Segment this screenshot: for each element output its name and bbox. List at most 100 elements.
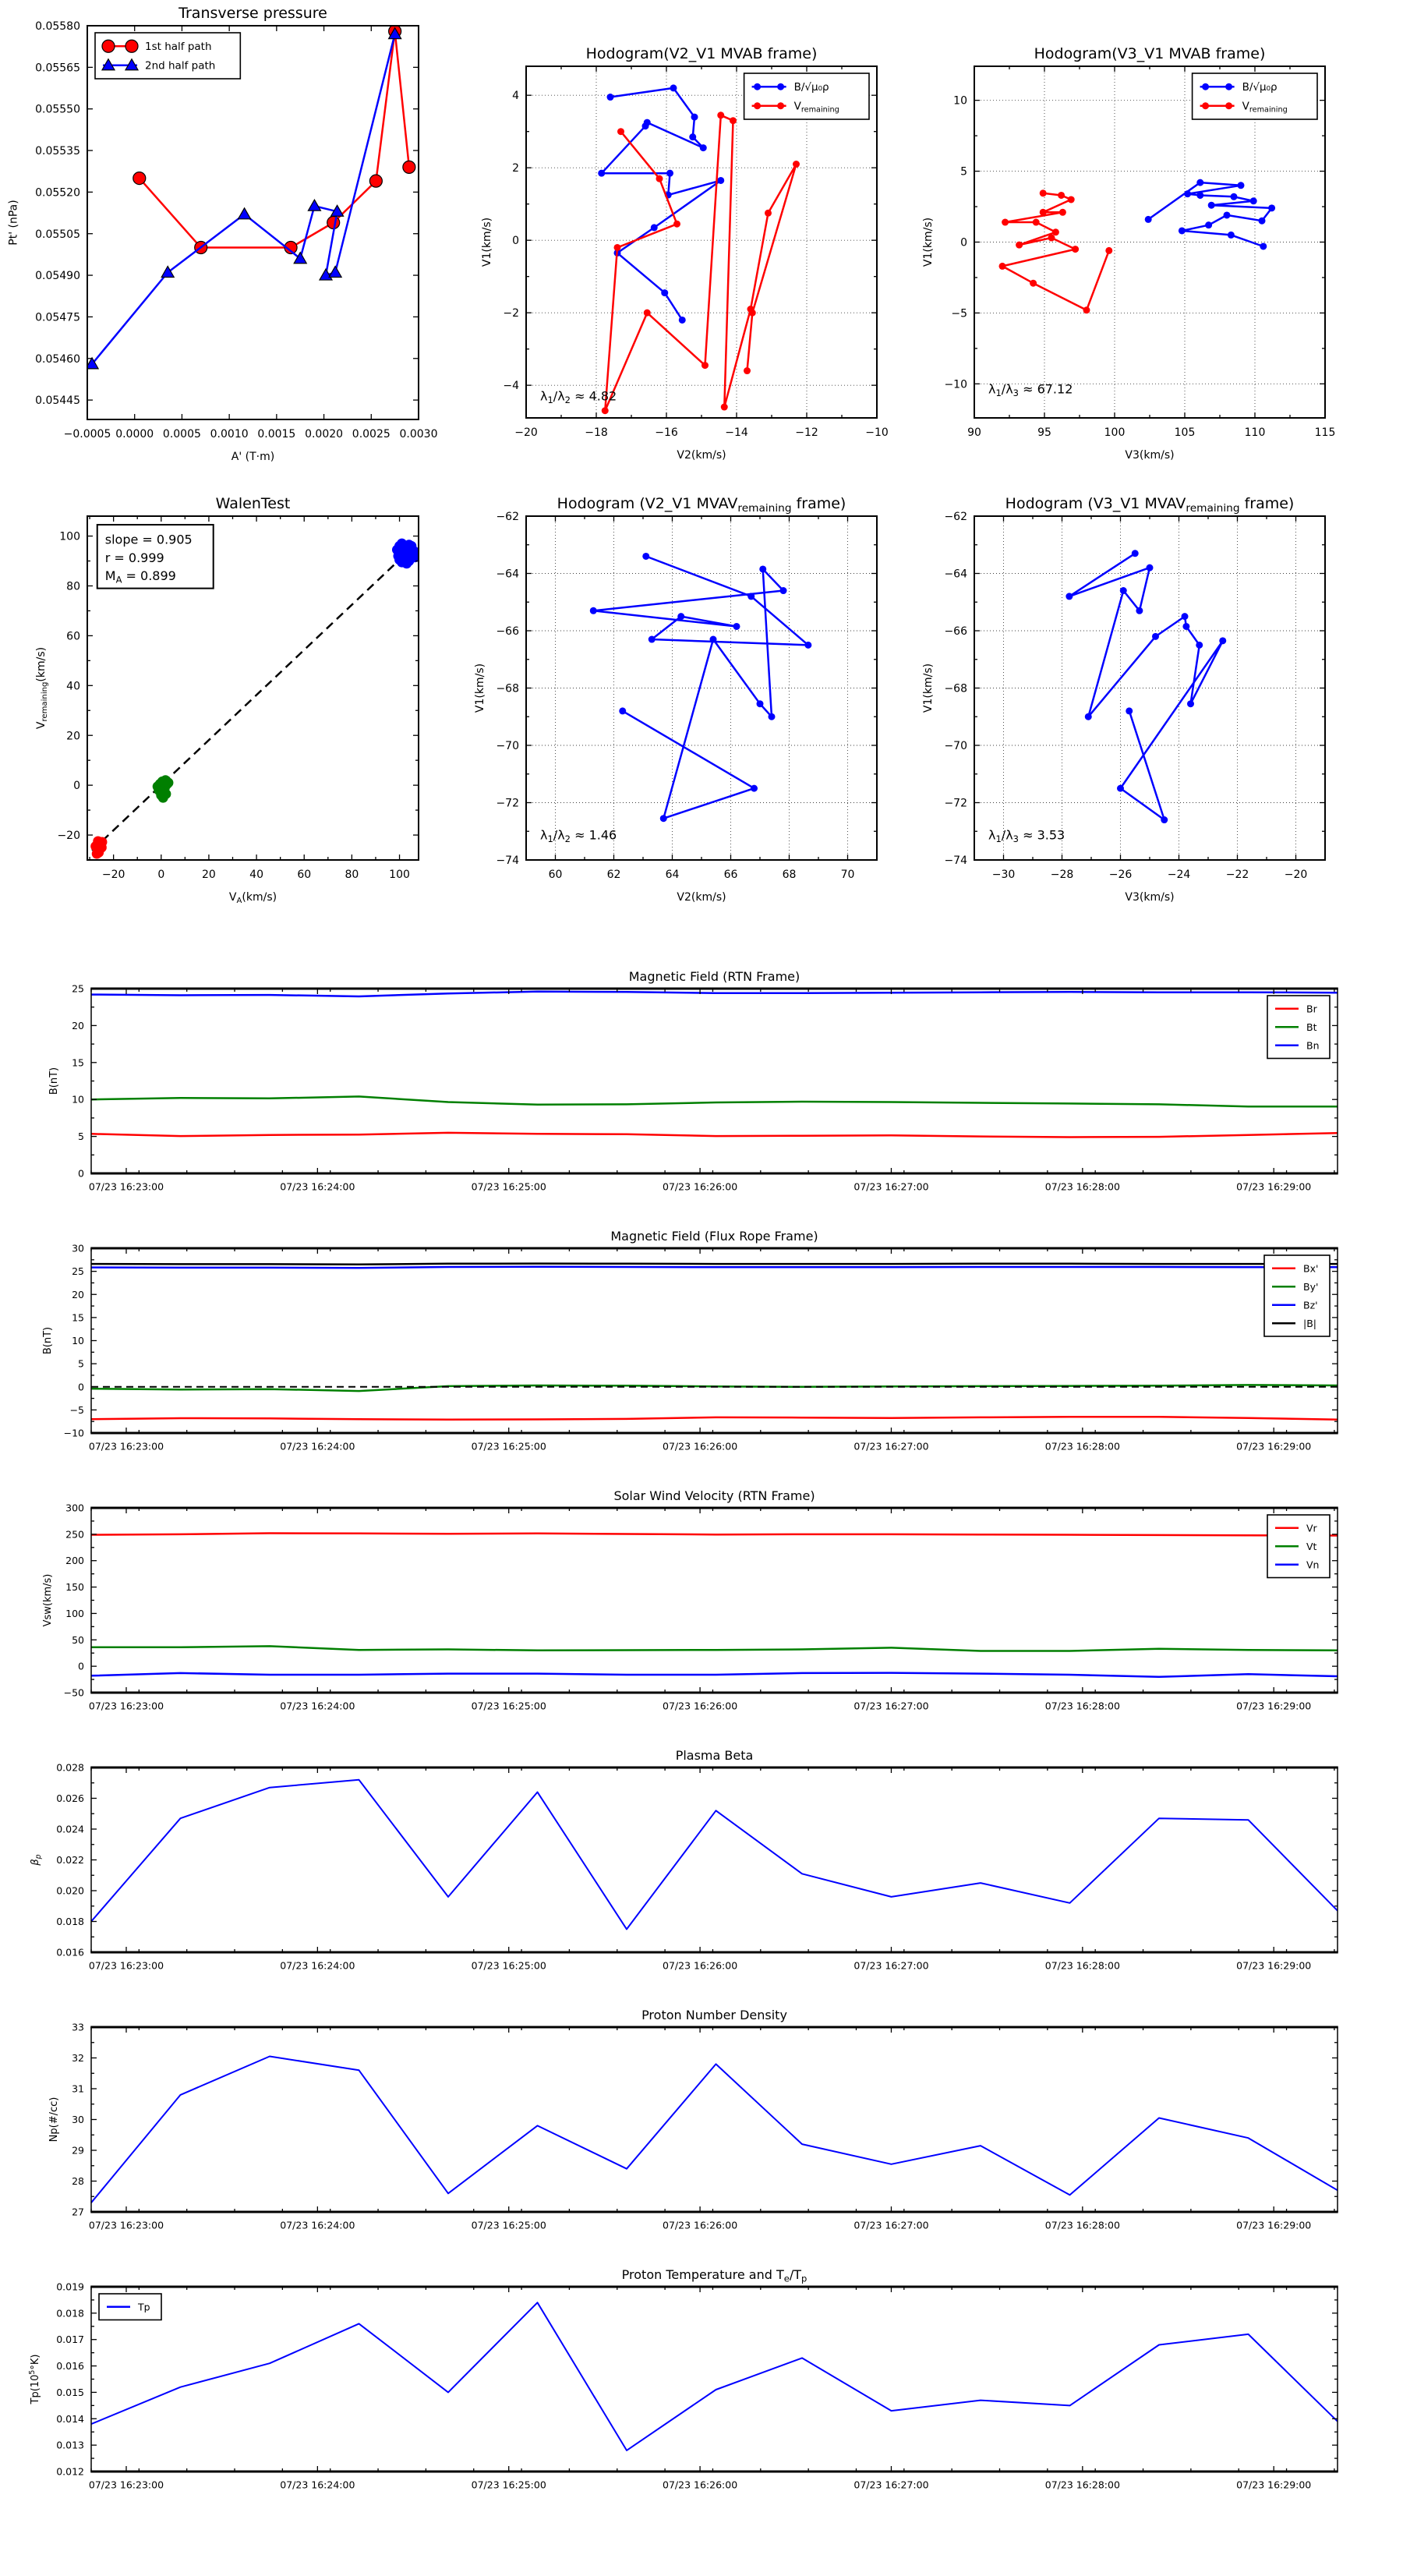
data-point-dot	[717, 111, 725, 119]
panel-proton-temperature: 07/23 16:23:00 07/23 16:24:00 07/23 16:25:…	[28, 2267, 1338, 2491]
x-tick-label: 64	[666, 869, 680, 881]
y-tick-label: −70	[944, 740, 967, 752]
data-point-dot	[1051, 228, 1059, 236]
legend-item-label: B/√μ₀ρ	[1242, 81, 1278, 94]
axes-frame	[90, 1247, 1338, 1435]
x-tick-label: 07/23 16:28:00	[1045, 1960, 1120, 1972]
data-point-dot	[754, 83, 762, 90]
y-tick-label: 31	[72, 2083, 84, 2095]
chart-title: Hodogram (V2_V1 MVAVremaining frame)	[557, 495, 846, 515]
ticks	[90, 988, 1338, 1174]
chart-title: Magnetic Field (Flux Rope Frame)	[610, 1229, 818, 1244]
data-point-dot	[617, 128, 624, 136]
x-tick-label: 60	[549, 869, 563, 881]
y-tick-label: 5	[960, 166, 967, 179]
annotation-box: slope = 0.905 r = 0.999 MA = 0.899	[96, 524, 214, 589]
legend-item-label: Bx'	[1303, 1262, 1318, 1274]
x-tick-label: 07/23 16:25:00	[472, 2220, 546, 2231]
y-tick-label: 28	[72, 2175, 84, 2187]
x-axis-tick-labels: −0.0005 0.0000 0.0005 0.0010 0.0015 0.0020 0.0…	[64, 428, 438, 441]
x-tick-label: 07/23 16:26:00	[663, 1700, 737, 1712]
x-axis-tick-labels: 90 95 100 105 110 115	[967, 426, 1335, 439]
series-line-Vr	[90, 1532, 1338, 1537]
data-point-dot	[1144, 215, 1152, 223]
legend-item-label: Vremaining	[1242, 101, 1288, 115]
x-tick-label: 07/23 16:28:00	[1045, 2220, 1120, 2231]
data-point-triangle	[330, 204, 345, 217]
y-axis-label: Vsw(km/s)	[42, 1574, 54, 1627]
data-point-dot	[1066, 593, 1073, 600]
ticks	[90, 2286, 1338, 2472]
data-point-dot	[765, 209, 772, 217]
y-tick-label: 0.017	[56, 2334, 84, 2345]
data-point-triangle	[237, 207, 252, 220]
panel-vsw-rtn: 07/23 16:23:00 07/23 16:24:00 07/23 16:25:…	[42, 1488, 1338, 1712]
y-tick-label: 20	[72, 1020, 84, 1031]
y-tick-label: 0	[960, 237, 967, 249]
data-point-dot	[754, 102, 762, 110]
data-point-dot	[1223, 211, 1231, 219]
y-axis-tick-labels: −74 −72 −70 −68 −66 −64 −62	[496, 511, 519, 867]
y-tick-label: 0.05505	[35, 228, 80, 241]
axes-frame	[87, 515, 419, 861]
x-tick-label: 07/23 16:24:00	[280, 2479, 355, 2491]
data-point-dot	[670, 84, 677, 92]
data-point-dot	[643, 309, 651, 317]
data-point-dot	[717, 176, 725, 184]
legend-item-label: |B|	[1303, 1318, 1316, 1329]
y-tick-label: 0.05535	[35, 145, 80, 157]
y-tick-label: 0.05565	[35, 62, 80, 74]
x-tick-label: −22	[1226, 869, 1249, 881]
y-tick-label: 5	[78, 1131, 84, 1142]
data-point-dot	[659, 815, 667, 823]
legend-item-label: Vn	[1306, 1559, 1319, 1570]
x-tick-label: 07/23 16:23:00	[89, 2220, 164, 2231]
x-tick-label: 07/23 16:29:00	[1236, 2479, 1311, 2491]
x-tick-label: 0.0010	[210, 428, 249, 441]
data-point-dot	[1225, 102, 1233, 110]
x-tick-label: 07/23 16:28:00	[1045, 1181, 1120, 1193]
chart-title: Proton Temperature and Te/Tp	[622, 2267, 808, 2284]
data-point-dot	[1067, 196, 1075, 203]
series-line-Np	[90, 2055, 1338, 2203]
data-point-dot	[1260, 242, 1267, 250]
y-tick-label: 50	[72, 1634, 84, 1646]
data-point-triangle	[124, 58, 140, 71]
data-point-dot	[1205, 221, 1213, 229]
y-tick-label: 30	[72, 1243, 84, 1254]
grid	[525, 66, 878, 418]
y-axis-tick-labels: −10 −5 0 5 10	[944, 95, 967, 391]
y-tick-label: 0.05460	[35, 353, 80, 366]
y-tick-label: −68	[944, 683, 967, 695]
y-tick-label: 0.026	[56, 1792, 84, 1804]
y-tick-label: 20	[66, 730, 80, 742]
x-axis-tick-labels: −30 −28 −26 −24 −22 −20	[992, 869, 1308, 881]
ticks	[974, 66, 1326, 418]
x-axis-label: V3(km/s)	[1125, 891, 1174, 904]
x-tick-label: 07/23 16:24:00	[280, 1700, 355, 1712]
series-layer	[1066, 550, 1227, 824]
x-axis-label: V3(km/s)	[1125, 449, 1174, 462]
x-tick-label: 90	[967, 426, 981, 439]
y-tick-label: 0.015	[56, 2387, 84, 2398]
data-point-dot	[1084, 713, 1092, 720]
y-axis-tick-labels: 27 28 29 30 31 32 33	[72, 2022, 84, 2218]
legend-item-label: Bz'	[1303, 1299, 1318, 1311]
y-tick-label: −10	[944, 378, 967, 391]
y-tick-label: 0.05475	[35, 311, 80, 324]
legend-item-label: Vremaining	[794, 101, 839, 115]
x-tick-label: 66	[724, 869, 738, 881]
data-point-dot	[1182, 622, 1190, 630]
y-axis-tick-labels: 0.012 0.013 0.014 0.015 0.016 0.017 0.018 0.019	[56, 2281, 84, 2478]
y-tick-label: −74	[944, 855, 967, 867]
y-tick-label: −10	[64, 1428, 84, 1439]
data-point-dot	[804, 641, 812, 649]
series-line-Bz'	[90, 1265, 1338, 1269]
y-tick-label: 150	[65, 1581, 84, 1593]
series-line-By'	[90, 1384, 1338, 1392]
x-tick-label: 105	[1175, 426, 1196, 439]
y-tick-label: 10	[953, 95, 967, 108]
x-axis-tick-labels: 07/23 16:23:00 07/23 16:24:00 07/23 16:25:…	[89, 1441, 1311, 1453]
